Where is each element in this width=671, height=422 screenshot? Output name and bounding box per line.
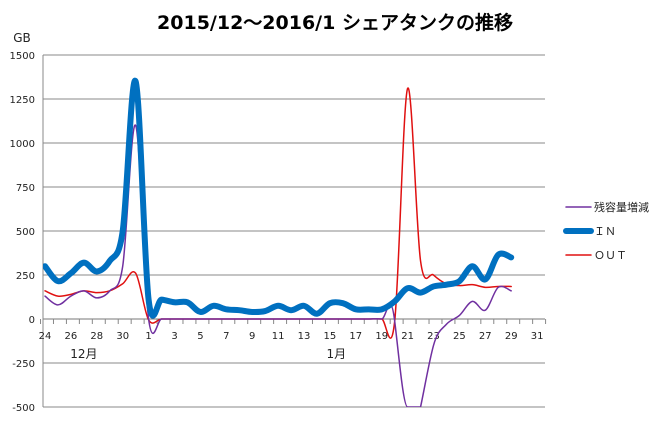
chart-title: 2015/12～2016/1 シェアタンクの推移 bbox=[157, 11, 513, 34]
y-axis-unit-label: GB bbox=[13, 31, 31, 45]
y-tick-label: 1250 bbox=[10, 95, 35, 106]
x-tick-label: 30 bbox=[116, 331, 129, 342]
y-tick-label: -500 bbox=[12, 403, 35, 414]
y-tick-label: 250 bbox=[16, 271, 35, 282]
y-tick-label: 1500 bbox=[10, 51, 35, 62]
legend-label: ＩＮ bbox=[594, 225, 616, 238]
x-tick-label: 17 bbox=[349, 331, 362, 342]
legend-label: ＯＵＴ bbox=[594, 249, 627, 262]
x-tick-label: 28 bbox=[90, 331, 103, 342]
y-tick-label: -250 bbox=[12, 359, 35, 370]
series-line-0 bbox=[44, 124, 512, 407]
x-tick-label: 23 bbox=[427, 331, 440, 342]
x-tick-label: 27 bbox=[479, 331, 492, 342]
legend: 残容量増減 ＩＮ ＯＵＴ bbox=[563, 200, 649, 262]
x-tick-label: 13 bbox=[298, 331, 311, 342]
x-tick-label: 26 bbox=[65, 331, 78, 342]
x-tick-label: 3 bbox=[171, 331, 177, 342]
series-line-2 bbox=[44, 87, 512, 339]
y-tick-label: 500 bbox=[16, 227, 35, 238]
legend-label: 残容量増減 bbox=[594, 200, 649, 214]
x-tick-label: 24 bbox=[39, 331, 52, 342]
x-tick-label: 31 bbox=[531, 331, 544, 342]
month-label: 12月 bbox=[70, 347, 97, 361]
x-tick-label: 11 bbox=[272, 331, 285, 342]
x-tick-label: 25 bbox=[453, 331, 466, 342]
x-tick-label: 7 bbox=[223, 331, 229, 342]
y-tick-labels: 1500 1250 1000 750 500 250 0 -250 -500 bbox=[10, 51, 35, 414]
y-tick-label: 0 bbox=[29, 315, 35, 326]
x-tick-label: 19 bbox=[375, 331, 388, 342]
x-tick-label: 5 bbox=[197, 331, 203, 342]
x-tick-label: 29 bbox=[505, 331, 518, 342]
y-tick-label: 750 bbox=[16, 183, 35, 194]
series-lines bbox=[43, 78, 515, 407]
x-tick-label: 9 bbox=[249, 331, 255, 342]
x-tick-label: 21 bbox=[401, 331, 414, 342]
x-tick-label: 15 bbox=[324, 331, 337, 342]
y-tick-label: 1000 bbox=[10, 139, 35, 150]
gridlines bbox=[42, 54, 545, 408]
x-tick-label: 1 bbox=[145, 331, 151, 342]
month-label: 1月 bbox=[327, 347, 347, 361]
series-line-1 bbox=[43, 78, 515, 319]
